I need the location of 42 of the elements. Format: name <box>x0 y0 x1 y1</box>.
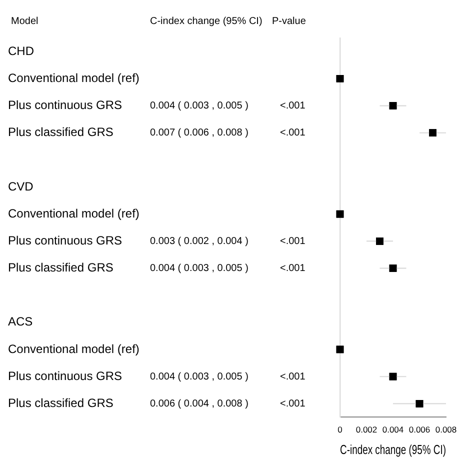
text: C-index change (95% CI) <box>150 16 262 27</box>
point <box>336 210 344 218</box>
x-axis-title: C-index change (95% CI) <box>340 443 446 458</box>
point <box>389 372 397 380</box>
category-label: CVD <box>8 179 34 194</box>
x-tick-label: 0.008 <box>435 424 457 435</box>
x-tick-label: 0.006 <box>408 424 430 435</box>
category-label: Plus continuous GRS <box>8 98 122 112</box>
text: P-value <box>272 16 306 27</box>
text: <.001 <box>280 236 306 247</box>
data-label: 0.006 ( 0.004 , 0.008 ) <box>150 398 248 410</box>
category-label: Plus continuous GRS <box>8 233 122 248</box>
text: <.001 <box>280 398 306 410</box>
point <box>389 264 397 272</box>
category-label: Plus classified GRS <box>8 396 114 410</box>
x-tick-label: 0.004 <box>382 424 404 435</box>
text: <.001 <box>280 128 306 139</box>
data-label: 0.004 ( 0.003 , 0.005 ) <box>150 100 248 112</box>
x-tick-label: 0 <box>338 424 343 435</box>
category-label: Plus classified GRS <box>8 260 114 275</box>
text: <.001 <box>280 100 306 112</box>
point <box>376 237 384 245</box>
point <box>336 74 344 82</box>
data-label: 0.004 ( 0.003 , 0.005 ) <box>150 262 248 274</box>
data-label: 0.003 ( 0.002 , 0.004 ) <box>150 236 248 247</box>
category-label: Plus classified GRS <box>8 125 114 140</box>
category-label: Conventional model (ref) <box>8 206 140 220</box>
point <box>429 129 436 136</box>
text: <.001 <box>280 262 306 274</box>
point <box>389 102 397 110</box>
data-label: 0.004 ( 0.003 , 0.005 ) <box>150 371 248 382</box>
category-label: Conventional model (ref) <box>8 342 140 356</box>
category-label: Plus continuous GRS <box>8 368 122 383</box>
point <box>416 400 424 408</box>
category-label: Conventional model (ref) <box>8 70 140 85</box>
point <box>336 346 344 354</box>
data-label: 0.007 ( 0.006 , 0.008 ) <box>150 128 248 139</box>
text: Model <box>11 16 38 27</box>
text: <.001 <box>280 371 306 382</box>
x-tick-label: 0.002 <box>356 424 378 435</box>
category-label: CHD <box>8 44 34 58</box>
category-label: ACS <box>8 314 33 329</box>
